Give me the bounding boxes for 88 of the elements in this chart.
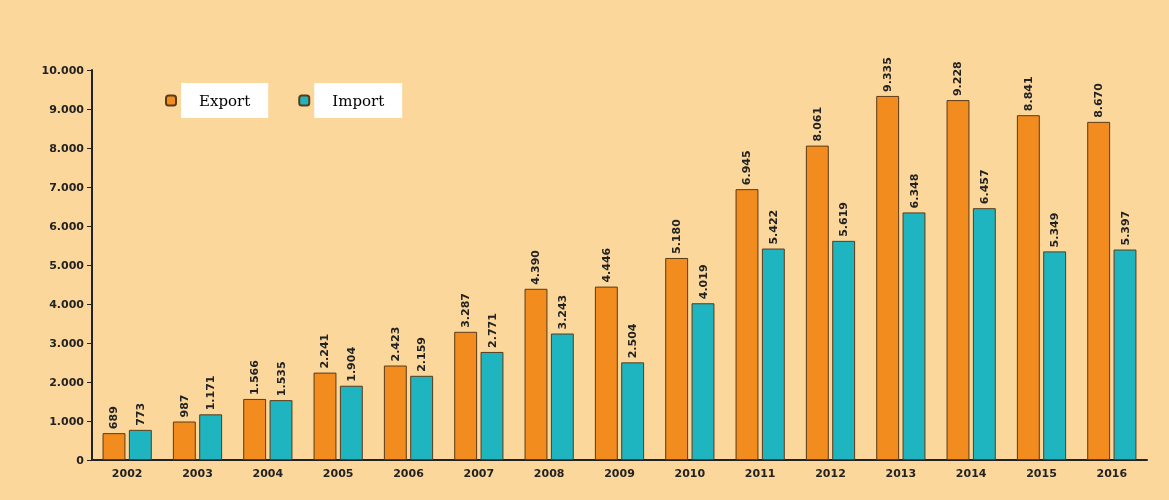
bar — [594, 286, 618, 460]
data-label: 2.241 — [318, 333, 332, 369]
data-label: 8.841 — [1021, 76, 1035, 112]
y-tick-label: 3.000 — [49, 336, 85, 350]
data-label: 2.504 — [626, 323, 640, 359]
bar — [761, 248, 785, 460]
x-tick-label: 2003 — [182, 467, 213, 480]
data-label: 773 — [133, 402, 147, 426]
bar — [691, 303, 715, 460]
bar — [480, 351, 504, 460]
x-tick-label: 2004 — [252, 467, 284, 480]
bar — [454, 331, 478, 460]
data-label: 1.171 — [204, 375, 218, 411]
data-label: 1.904 — [344, 346, 358, 382]
data-label: 8.670 — [1092, 82, 1106, 118]
data-label: 1.535 — [274, 361, 288, 397]
x-tick-label: 2007 — [463, 467, 495, 480]
data-label: 5.422 — [766, 209, 780, 245]
data-label: 2.159 — [415, 337, 429, 372]
bar — [550, 333, 574, 460]
data-label: 689 — [107, 406, 121, 430]
y-tick-label: 2.000 — [49, 375, 85, 389]
x-tick-label: 2012 — [815, 467, 846, 480]
x-tick-label: 2015 — [1026, 467, 1057, 480]
data-label: 5.349 — [1048, 212, 1062, 248]
bar — [313, 372, 337, 460]
x-tick-label: 2002 — [111, 467, 143, 480]
y-tick-label: 10.000 — [41, 63, 85, 77]
y-tick-label: 7.000 — [49, 180, 85, 194]
data-label: 3.243 — [555, 294, 569, 330]
y-tick-label: 9.000 — [49, 102, 85, 116]
bar — [524, 288, 548, 460]
y-tick-label: 5.000 — [49, 258, 85, 272]
bar — [665, 257, 689, 460]
x-tick-label: 2009 — [604, 467, 635, 480]
data-label: 2.423 — [388, 326, 402, 362]
y-tick-label: 4.000 — [49, 297, 85, 311]
x-tick-label: 2016 — [1096, 467, 1128, 480]
data-label: 5.619 — [837, 202, 851, 237]
bar — [735, 189, 759, 460]
y-tick-label: 1.000 — [49, 414, 85, 428]
bar — [172, 421, 196, 460]
bar — [1043, 251, 1067, 460]
data-label: 9.228 — [951, 61, 965, 97]
bar — [410, 375, 434, 460]
x-tick-label: 2013 — [885, 467, 917, 480]
bar — [832, 240, 856, 460]
bar — [946, 100, 970, 460]
bar — [199, 414, 223, 460]
x-tick-label: 2011 — [744, 467, 776, 480]
x-tick-label: 2005 — [322, 467, 354, 480]
data-label: 5.180 — [670, 218, 684, 254]
bar — [243, 398, 267, 460]
bar — [805, 145, 829, 460]
x-tick-label: 2010 — [674, 467, 706, 480]
data-label: 4.019 — [696, 264, 710, 300]
bar — [1087, 121, 1111, 460]
data-label: 987 — [177, 394, 191, 418]
bar — [972, 208, 996, 460]
data-label: 4.446 — [599, 247, 613, 283]
data-label: 8.061 — [810, 106, 824, 142]
bar — [621, 362, 645, 460]
legend-label: Export — [199, 91, 251, 110]
y-tick-label: 6.000 — [49, 219, 85, 233]
legend-label: Import — [332, 91, 385, 110]
x-tick-label: 2014 — [955, 467, 987, 480]
bar — [128, 429, 152, 460]
y-tick-label: 8.000 — [49, 141, 85, 155]
x-tick-label: 2006 — [393, 467, 425, 480]
data-label: 4.390 — [529, 249, 543, 285]
data-label: 5.397 — [1118, 210, 1132, 246]
data-label: 2.771 — [485, 313, 499, 348]
bar — [102, 433, 126, 460]
bar — [876, 95, 900, 460]
y-tick-label: 0 — [76, 453, 85, 467]
bar — [902, 212, 926, 460]
data-label: 6.945 — [740, 150, 754, 186]
bar — [339, 385, 363, 460]
x-tick-label: 2008 — [533, 467, 565, 480]
bar — [383, 365, 407, 460]
data-label: 6.348 — [907, 173, 921, 209]
data-label: 3.287 — [459, 293, 473, 328]
bar — [1016, 115, 1040, 460]
bar — [269, 400, 293, 460]
bar — [1113, 249, 1137, 460]
data-label: 1.566 — [248, 359, 262, 395]
data-label: 6.457 — [977, 169, 991, 205]
data-label: 9.335 — [881, 57, 895, 92]
